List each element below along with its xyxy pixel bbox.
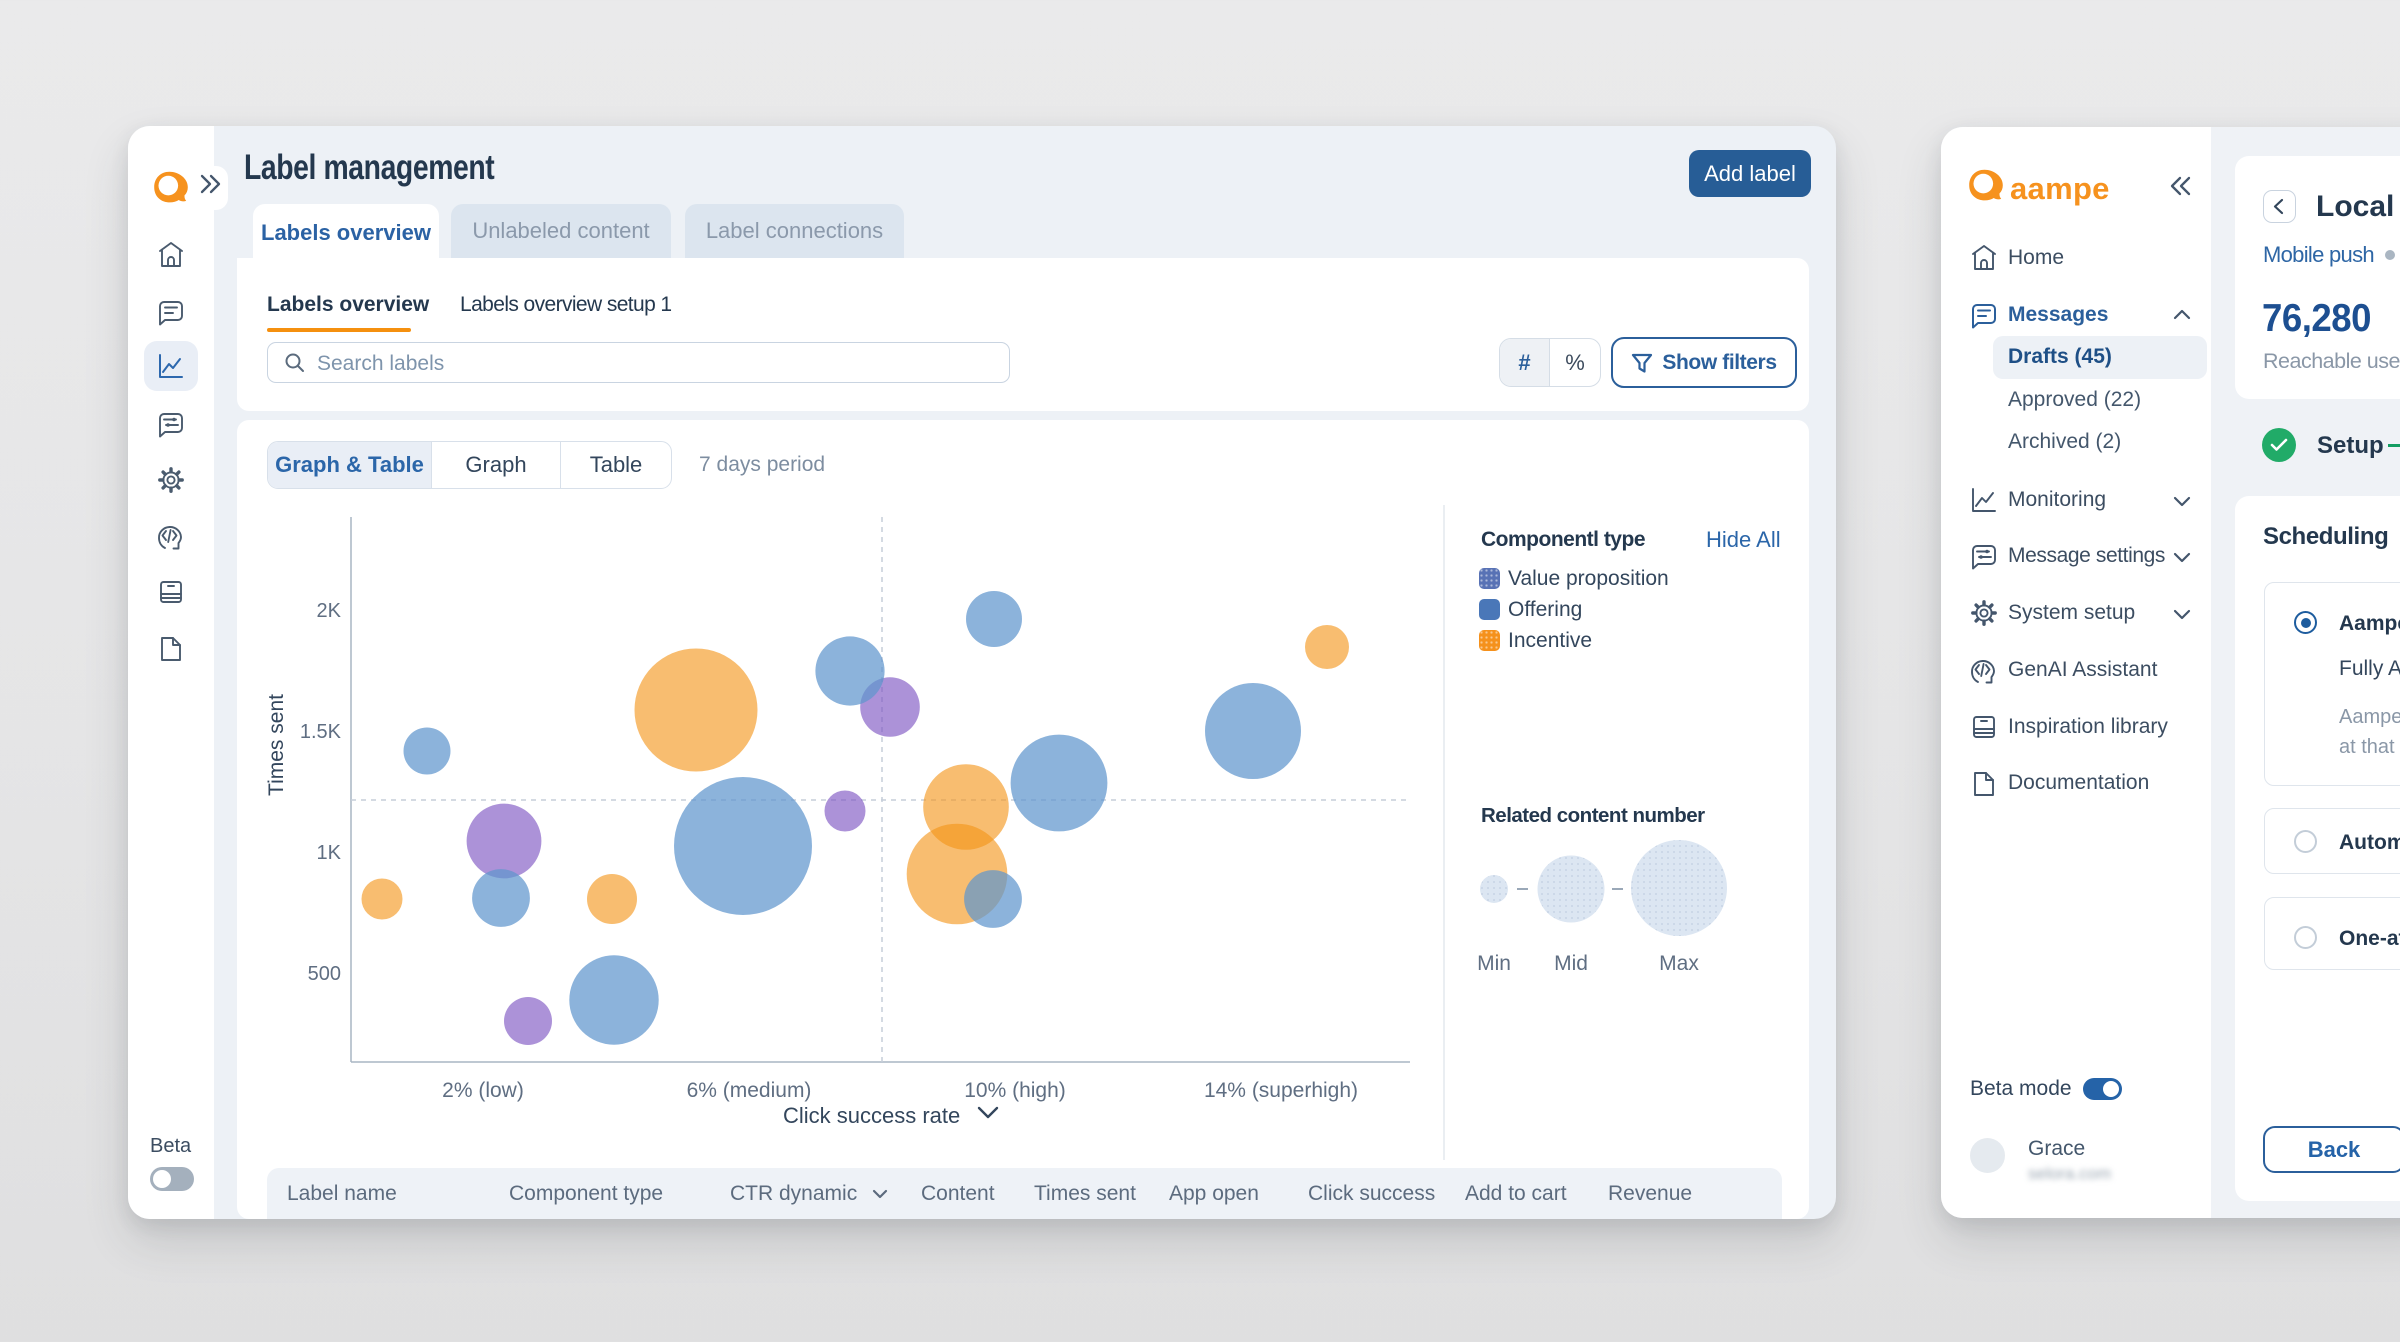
svg-text:1.5K: 1.5K — [300, 721, 342, 743]
svg-text:1K: 1K — [317, 842, 342, 864]
svg-text:2% (low): 2% (low) — [442, 1079, 524, 1102]
svg-text:Min: Min — [1477, 952, 1511, 975]
svg-text:500: 500 — [308, 963, 341, 985]
svg-text:Mid: Mid — [1554, 952, 1588, 975]
svg-text:6% (medium): 6% (medium) — [687, 1079, 812, 1102]
svg-text:10% (high): 10% (high) — [964, 1079, 1066, 1102]
svg-text:Max: Max — [1659, 952, 1699, 975]
svg-text:Click success rate: Click success rate — [783, 1103, 960, 1128]
svg-text:2K: 2K — [317, 600, 342, 622]
svg-text:Times sent: Times sent — [265, 694, 288, 796]
svg-text:14% (superhigh): 14% (superhigh) — [1204, 1079, 1358, 1102]
